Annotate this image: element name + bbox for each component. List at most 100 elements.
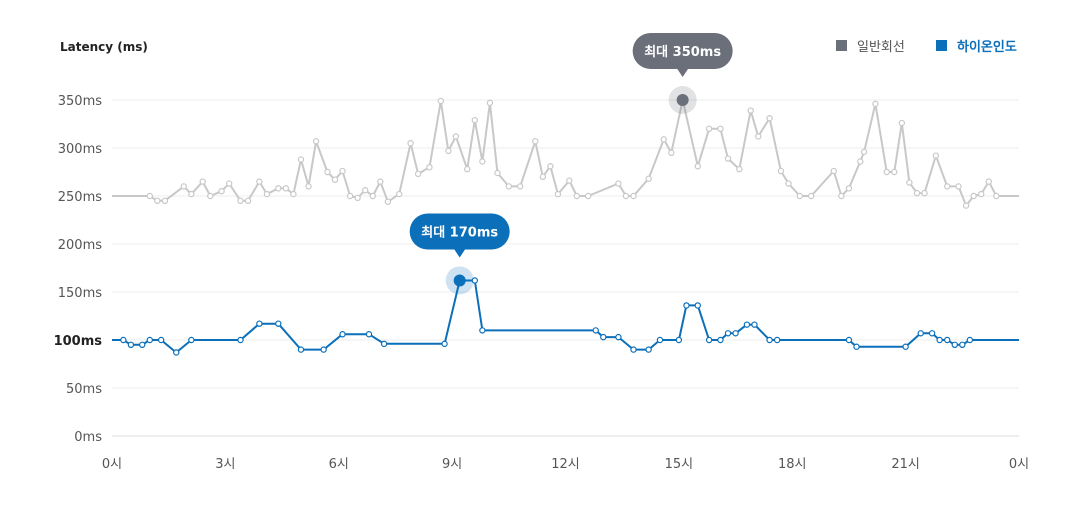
data-point: [225, 180, 233, 187]
data-point: [985, 178, 992, 185]
data-point: [615, 180, 622, 187]
data-point: [539, 173, 547, 180]
data-point: [743, 321, 751, 328]
data-point: [173, 349, 180, 356]
data-point: [600, 333, 607, 341]
data-point: [645, 346, 652, 353]
data-point: [724, 155, 732, 162]
data-point: [928, 330, 936, 337]
data-point: [845, 185, 853, 192]
data-point: [331, 176, 339, 183]
data-point: [188, 336, 195, 344]
data-point: [312, 138, 320, 145]
data-point: [766, 336, 773, 344]
annotations: 최대 350ms 최대 170ms: [409, 33, 733, 295]
data-point: [694, 302, 701, 309]
data-point: [978, 190, 985, 198]
legend-swatch-series-2: [936, 40, 947, 51]
data-point: [932, 152, 940, 159]
data-point: [705, 336, 713, 344]
data-point: [297, 346, 305, 353]
data-point: [275, 185, 282, 192]
data-point: [218, 187, 225, 195]
data-point: [917, 330, 924, 337]
max-point-marker: [676, 94, 689, 106]
data-point: [354, 194, 361, 202]
data-point: [951, 341, 958, 348]
data-point: [426, 163, 433, 171]
data-point: [324, 168, 331, 176]
x-tick-label: 12시: [551, 457, 580, 472]
data-point: [777, 167, 785, 175]
data-point: [471, 277, 478, 284]
series-line-2: [112, 279, 1019, 354]
x-tick-label: 6시: [329, 457, 349, 472]
data-point: [414, 170, 422, 178]
data-point: [630, 192, 637, 200]
data-point: [736, 165, 743, 173]
y-tick-label: 250ms: [58, 190, 102, 205]
data-point: [369, 192, 376, 200]
data-point: [675, 336, 683, 344]
data-point: [955, 183, 962, 190]
data-point: [872, 100, 879, 108]
data-point: [157, 336, 165, 344]
data-point: [305, 183, 312, 190]
data-point: [796, 192, 804, 200]
data-point: [622, 192, 630, 200]
data-point: [724, 330, 732, 337]
data-point: [906, 179, 913, 186]
data-point: [275, 320, 282, 327]
data-point: [694, 163, 701, 170]
y-tick-label: 300ms: [58, 142, 102, 157]
data-point: [755, 133, 762, 140]
data-point: [717, 336, 724, 344]
y-tick-label: 50ms: [66, 382, 102, 397]
data-point: [936, 336, 943, 344]
data-point: [993, 192, 1000, 200]
data-point: [705, 125, 713, 133]
max-point-marker: [453, 274, 466, 287]
max-tooltip-bubble: [632, 33, 733, 69]
data-point: [668, 149, 675, 156]
data-point: [339, 167, 346, 175]
data-point: [943, 183, 951, 190]
data-point: [860, 148, 868, 156]
max-tooltip-label: 최대 170ms: [421, 225, 498, 240]
data-point: [464, 165, 471, 173]
data-point: [471, 116, 478, 124]
data-point: [751, 321, 758, 328]
data-point: [645, 175, 652, 182]
data-point: [547, 163, 554, 170]
data-point: [207, 192, 214, 200]
data-point: [256, 178, 263, 185]
data-point: [479, 158, 486, 165]
y-tick-label: 0ms: [74, 430, 102, 445]
data-point: [437, 97, 444, 105]
legend-label-series-2: 하이온인도: [957, 39, 1017, 55]
data-point: [883, 168, 890, 176]
data-point: [380, 340, 388, 348]
data-point: [902, 343, 909, 350]
data-point: [297, 156, 305, 163]
y-tick-label: 350ms: [58, 94, 102, 109]
y-tick-label: 100ms: [54, 334, 103, 349]
data-point: [807, 192, 815, 200]
data-point: [615, 333, 622, 341]
data-point: [773, 336, 781, 344]
data-point: [384, 198, 392, 205]
data-point: [180, 183, 188, 190]
data-point: [853, 343, 860, 350]
data-point: [237, 197, 244, 204]
data-point: [441, 340, 448, 348]
max-tooltip-bubble: [409, 213, 510, 250]
data-point: [913, 189, 921, 197]
data-point: [573, 192, 581, 200]
data-point: [479, 327, 486, 334]
max-tooltip-pointer: [453, 248, 466, 258]
data-point: [962, 202, 970, 209]
chart-title: Latency (ms): [60, 40, 148, 54]
data-point: [377, 178, 384, 185]
data-point: [584, 192, 592, 200]
y-tick-label: 150ms: [58, 286, 102, 301]
